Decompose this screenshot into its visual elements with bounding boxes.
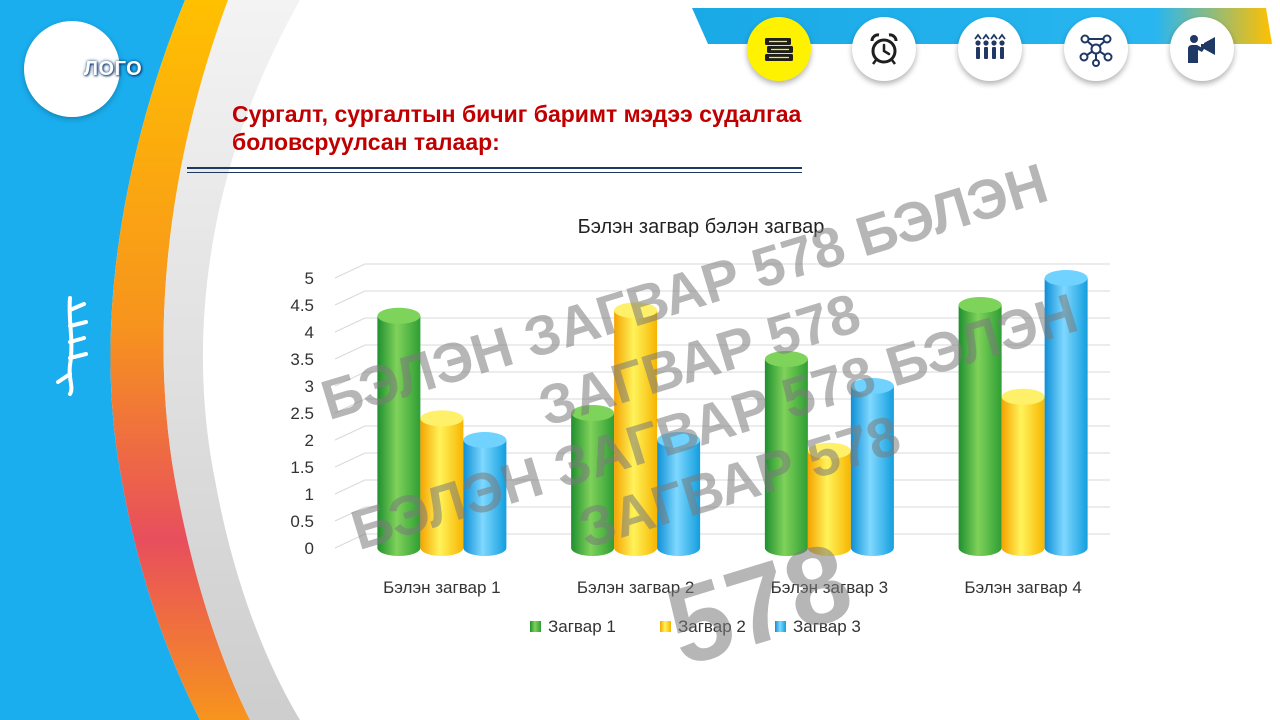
- legend-entry: Загвар 2: [660, 617, 746, 636]
- logo-circle: [24, 21, 120, 117]
- gridline: [334, 263, 1110, 279]
- y-tick-label: 4: [305, 323, 314, 342]
- nav-alarm-button[interactable]: [852, 17, 916, 81]
- bar: [657, 432, 701, 556]
- bar: [420, 410, 464, 556]
- svg-text:Загвар 3: Загвар 3: [793, 617, 861, 636]
- bar: [1001, 388, 1045, 556]
- logo-text: ЛОГО: [84, 58, 143, 80]
- bar: [377, 307, 421, 556]
- title-divider-thin: [187, 172, 802, 173]
- y-tick-label: 2: [305, 431, 314, 450]
- books-icon: [765, 38, 793, 61]
- y-tick-label: 0: [305, 539, 314, 558]
- alarm-clock-icon: [870, 33, 898, 65]
- bar: [1044, 270, 1088, 556]
- svg-text:Загвар 1: Загвар 1: [548, 617, 616, 636]
- y-tick-label: 0.5: [290, 512, 314, 531]
- nav-presenter-button[interactable]: [1170, 17, 1234, 81]
- bar: [571, 405, 615, 556]
- gridline: [334, 317, 1110, 333]
- presenter-megaphone-icon: [1188, 35, 1215, 63]
- bar-chart: Бэлэн загвар бэлэн загвар 0 0.5 1 1.5 2 2.5 3 3…: [290, 216, 1110, 636]
- svg-text:Загвар 2: Загвар 2: [678, 617, 746, 636]
- legend-entry: Загвар 1: [530, 617, 616, 636]
- y-tick-label: 1.5: [290, 458, 314, 477]
- mongolian-script-icon: [56, 296, 88, 396]
- y-tick-label: 2.5: [290, 404, 314, 423]
- nav-people-button[interactable]: [958, 17, 1022, 81]
- gridline: [334, 290, 1110, 306]
- bar: [958, 297, 1002, 556]
- x-category-label: Бэлэн загвар 3: [771, 578, 889, 597]
- bar: [764, 351, 808, 556]
- y-tick-label: 3.5: [290, 350, 314, 369]
- bar: [850, 378, 894, 556]
- y-tick-label: 1: [305, 485, 314, 504]
- gridline: [334, 371, 1110, 387]
- network-icon: [1079, 34, 1113, 67]
- page-title: Сургалт, сургалтын бичиг баримт мэдээ су…: [232, 101, 802, 155]
- nav-network-button[interactable]: [1064, 17, 1128, 81]
- gridline: [334, 344, 1110, 360]
- legend-entry: Загвар 3: [775, 617, 861, 636]
- y-tick-label: 4.5: [290, 296, 314, 315]
- x-category-label: Бэлэн загвар 1: [383, 578, 501, 597]
- title-divider: [187, 167, 802, 169]
- people-group-icon: [974, 33, 1006, 59]
- bar: [463, 432, 507, 556]
- chart-title: Бэлэн загвар бэлэн загвар: [578, 216, 825, 238]
- x-category-label: Бэлэн загвар 2: [577, 578, 695, 597]
- y-tick-label: 5: [305, 269, 314, 288]
- y-tick-label: 3: [305, 377, 314, 396]
- nav-books-button[interactable]: [747, 17, 811, 81]
- bar: [807, 442, 851, 556]
- bar: [614, 302, 658, 556]
- x-category-label: Бэлэн загвар 4: [964, 578, 1082, 597]
